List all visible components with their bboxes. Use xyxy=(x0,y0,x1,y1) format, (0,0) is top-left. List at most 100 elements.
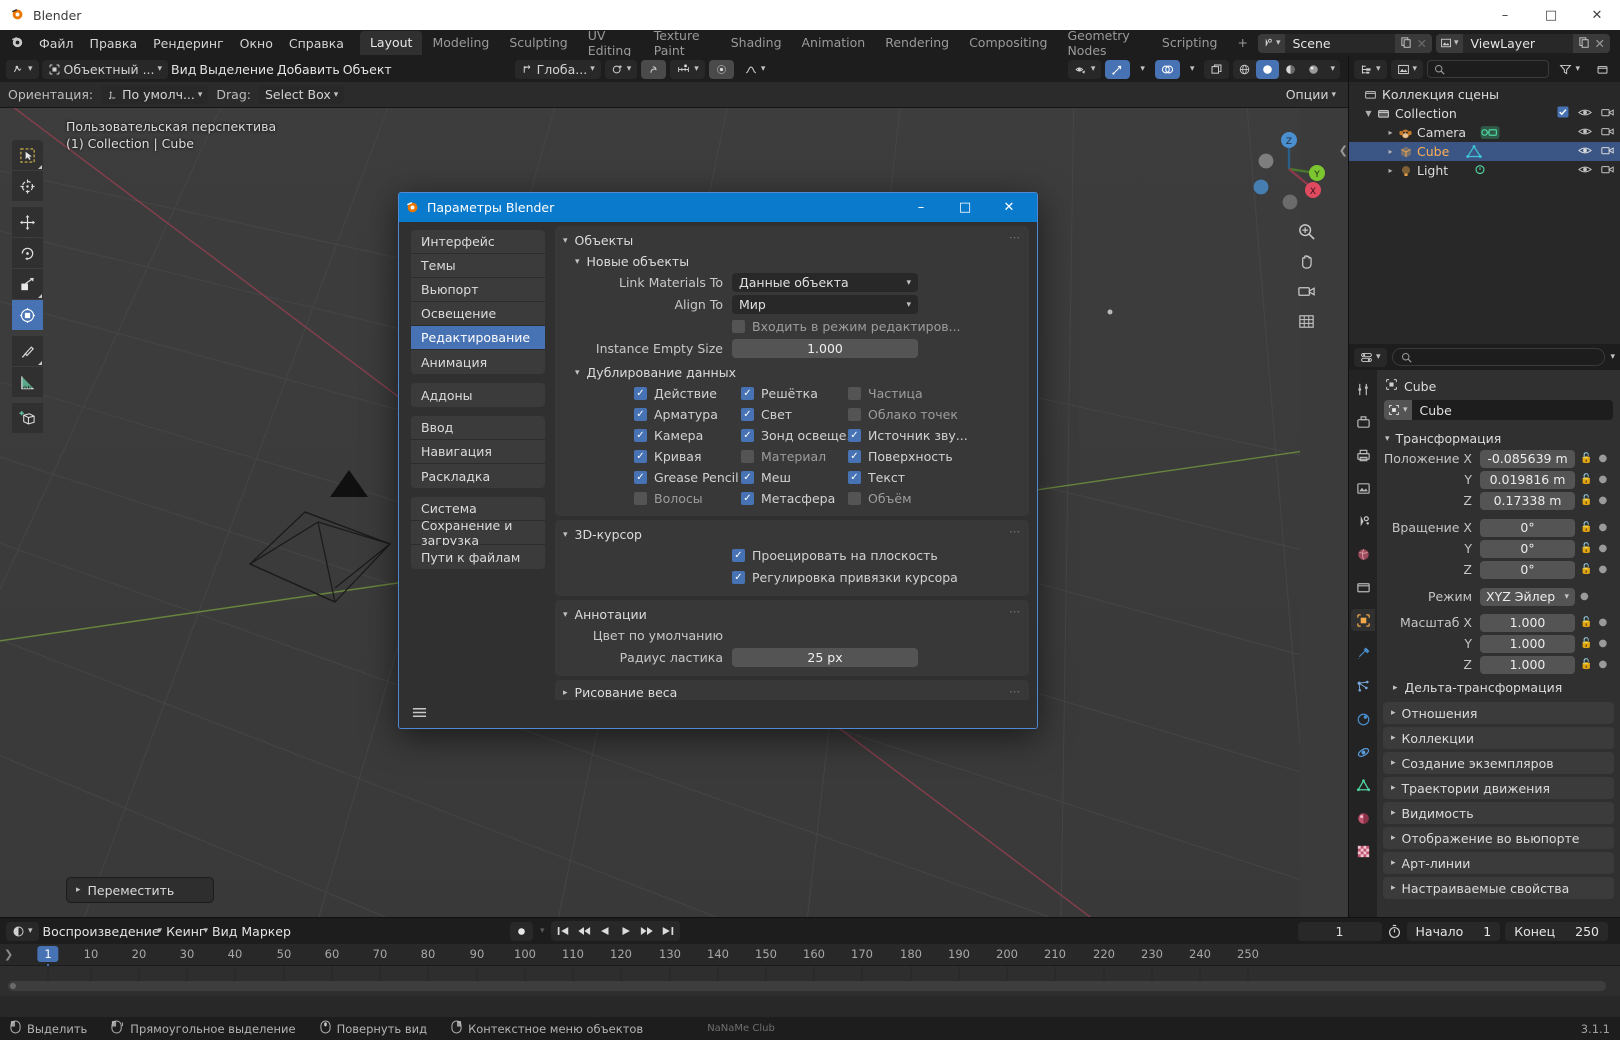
dup-light[interactable]: ✓ Свет xyxy=(741,404,848,425)
prefs-section-weight-paint-header[interactable]: ▸ Рисование веса xyxy=(555,682,1029,700)
workspace-tab-shading[interactable]: Shading xyxy=(730,35,782,50)
prefs-section-annotations-header[interactable]: ▾ Аннотации xyxy=(555,604,1029,625)
start-frame-field[interactable]: Начало 1 xyxy=(1406,921,1501,941)
animate-dot-icon[interactable]: ● xyxy=(1598,543,1608,554)
light-data-icon[interactable] xyxy=(1472,163,1488,178)
animate-dot-icon[interactable]: ● xyxy=(1598,453,1608,464)
properties-editor-type-selector[interactable]: ▾ xyxy=(1354,347,1387,367)
auto-keying-toggle[interactable] xyxy=(509,921,533,941)
play-reverse-button[interactable] xyxy=(595,921,615,941)
panel-transform-header[interactable]: ▾ Трансформация xyxy=(1377,428,1620,449)
timeline-channel-area[interactable] xyxy=(0,966,1620,996)
dup-metaball-checkbox[interactable]: ✓ xyxy=(741,492,754,505)
workspace-tab-uv-editing[interactable]: UV Editing xyxy=(587,27,632,58)
dup-lattice-checkbox[interactable]: ✓ xyxy=(741,387,754,400)
dup-text-checkbox[interactable]: ✓ xyxy=(848,471,861,484)
disclosure-triangle-right-icon[interactable]: ▸ xyxy=(1388,128,1393,137)
menu-window[interactable]: Окно xyxy=(239,35,273,51)
unlock-icon[interactable]: 🔓 xyxy=(1580,543,1593,554)
mesh-data-icon[interactable] xyxy=(1465,144,1483,159)
properties-tab-modifiers[interactable] xyxy=(1351,642,1375,664)
overlays-settings-selector[interactable]: ▾ xyxy=(1189,64,1195,74)
new-viewlayer-icon[interactable] xyxy=(1578,36,1590,51)
prefs-nav-animation[interactable]: Анимация xyxy=(411,350,545,374)
outliner-row-cube[interactable]: ▸ Cube xyxy=(1349,142,1620,161)
orthographic-toggle-icon[interactable] xyxy=(1295,310,1318,333)
add-cube-tool[interactable] xyxy=(12,403,43,433)
outliner-row-light[interactable]: ▸ Light xyxy=(1349,161,1620,180)
unlock-icon[interactable]: 🔓 xyxy=(1580,495,1593,506)
shading-solid[interactable] xyxy=(1256,59,1280,79)
align-to-dropdown[interactable]: Мир ▾ xyxy=(732,295,918,314)
remove-viewlayer-icon[interactable]: ✕ xyxy=(1594,35,1605,51)
operator-redo-panel[interactable]: ▸ Переместить xyxy=(66,877,214,903)
properties-tab-data[interactable] xyxy=(1351,774,1375,796)
outliner-row-camera[interactable]: ▸ Camera xyxy=(1349,123,1620,142)
cursor-snap-adjust[interactable]: ✓ Регулировка привязки курсора xyxy=(732,567,958,588)
location-y-field[interactable]: 0.019816 m xyxy=(1480,470,1575,489)
animate-dot-icon[interactable]: ● xyxy=(1598,564,1608,575)
scale-tool[interactable] xyxy=(12,269,43,299)
prefs-nav-input[interactable]: Ввод xyxy=(411,416,545,440)
prefs-nav-system[interactable]: Система xyxy=(411,497,545,521)
current-frame-field[interactable]: 1 xyxy=(1297,921,1382,941)
jump-to-start-button[interactable] xyxy=(553,921,573,941)
sidebar-collapse-arrow[interactable]: ❮ xyxy=(1338,144,1348,157)
timeline-expand-arrow[interactable]: ❯ xyxy=(4,948,14,961)
dup-armature[interactable]: ✓ Арматура xyxy=(634,404,741,425)
panel-custom-properties-header[interactable]: ▸ Настраиваемые свойства xyxy=(1383,877,1614,899)
camera-view-icon[interactable] xyxy=(1295,280,1318,303)
prefs-nav-viewport[interactable]: Вьюпорт xyxy=(411,278,545,302)
scene-icon[interactable]: ▾ xyxy=(1257,33,1285,53)
scene-name[interactable]: Scene xyxy=(1284,33,1395,53)
navigation-gizmo[interactable]: Z Y X xyxy=(1248,128,1330,210)
timeline-menu-keying[interactable]: Кеинг xyxy=(166,923,206,939)
outliner-editor-type-selector[interactable]: ▾ xyxy=(1354,59,1387,79)
properties-options-chevron-icon[interactable]: ▾ xyxy=(1610,352,1615,362)
properties-tab-world[interactable] xyxy=(1351,543,1375,565)
panel-viewport-display-header[interactable]: ▸ Отображение во вьюпорте xyxy=(1383,827,1614,849)
section-grip-icon[interactable]: ⋯ xyxy=(1009,605,1021,618)
timeline-playhead-label[interactable]: 1 xyxy=(37,946,59,962)
panel-visibility-header[interactable]: ▸ Видимость xyxy=(1383,802,1614,824)
dup-hair[interactable]: Волосы xyxy=(634,488,741,509)
enter-edit-mode-checkbox-row[interactable]: Входить в режим редактиров... xyxy=(732,316,961,337)
pivot-point-selector[interactable]: ▾ xyxy=(604,59,638,79)
section-grip-icon[interactable]: ⋯ xyxy=(1009,231,1021,244)
cursor-surface-project[interactable]: ✓ Проецировать на плоскость xyxy=(732,545,938,566)
link-materials-dropdown[interactable]: Данные объекта ▾ xyxy=(732,273,918,292)
camera-render-icon[interactable] xyxy=(1601,125,1614,140)
menu-edit[interactable]: Правка xyxy=(89,35,138,51)
animate-dot-icon[interactable]: ● xyxy=(1598,659,1608,670)
cursor-snap-adjust-checkbox[interactable]: ✓ xyxy=(732,571,745,584)
end-frame-field[interactable]: Конец 250 xyxy=(1505,921,1608,941)
disclosure-triangle-right-icon[interactable]: ▸ xyxy=(1388,147,1393,156)
dup-particle-checkbox[interactable] xyxy=(848,387,861,400)
jump-to-end-button[interactable] xyxy=(658,921,678,941)
maximize-button[interactable]: □ xyxy=(1544,7,1558,23)
unlock-icon[interactable]: 🔓 xyxy=(1580,453,1593,464)
properties-tab-render[interactable] xyxy=(1351,411,1375,433)
dup-lattice[interactable]: ✓ Решётка xyxy=(741,383,848,404)
timeline-editor-type-selector[interactable]: ▾ xyxy=(6,921,39,941)
dup-curve[interactable]: ✓ Кривая xyxy=(634,446,741,467)
animate-dot-icon[interactable]: ● xyxy=(1598,638,1608,649)
stopwatch-icon[interactable] xyxy=(1387,924,1402,939)
object-type-visibility-selector[interactable]: ▾ xyxy=(1067,59,1102,79)
dup-volume-checkbox[interactable] xyxy=(848,492,861,505)
eraser-radius-field[interactable]: 25 px xyxy=(732,648,918,667)
close-button[interactable]: ✕ xyxy=(1591,7,1603,23)
panel-motion-paths-header[interactable]: ▸ Траектории движения xyxy=(1383,777,1614,799)
rotation-x-field[interactable]: 0° xyxy=(1480,518,1575,537)
properties-tab-texture[interactable] xyxy=(1351,840,1375,862)
viewlayer-selector[interactable]: ▾ ViewLayer ✕ xyxy=(1435,33,1610,53)
dup-action-checkbox[interactable]: ✓ xyxy=(634,387,647,400)
transform-orientation-selector[interactable]: Глоба... ▾ xyxy=(514,59,601,79)
gizmo-toggle[interactable] xyxy=(1105,59,1131,79)
viewport-menu-view[interactable]: Вид xyxy=(171,61,197,77)
location-x-field[interactable]: -0.085639 m xyxy=(1480,449,1575,468)
viewlayer-icon[interactable]: ▾ xyxy=(1435,33,1463,53)
dup-camera-checkbox[interactable]: ✓ xyxy=(634,429,647,442)
camera-render-icon[interactable] xyxy=(1601,106,1614,121)
location-z-field[interactable]: 0.17338 m xyxy=(1480,491,1575,510)
